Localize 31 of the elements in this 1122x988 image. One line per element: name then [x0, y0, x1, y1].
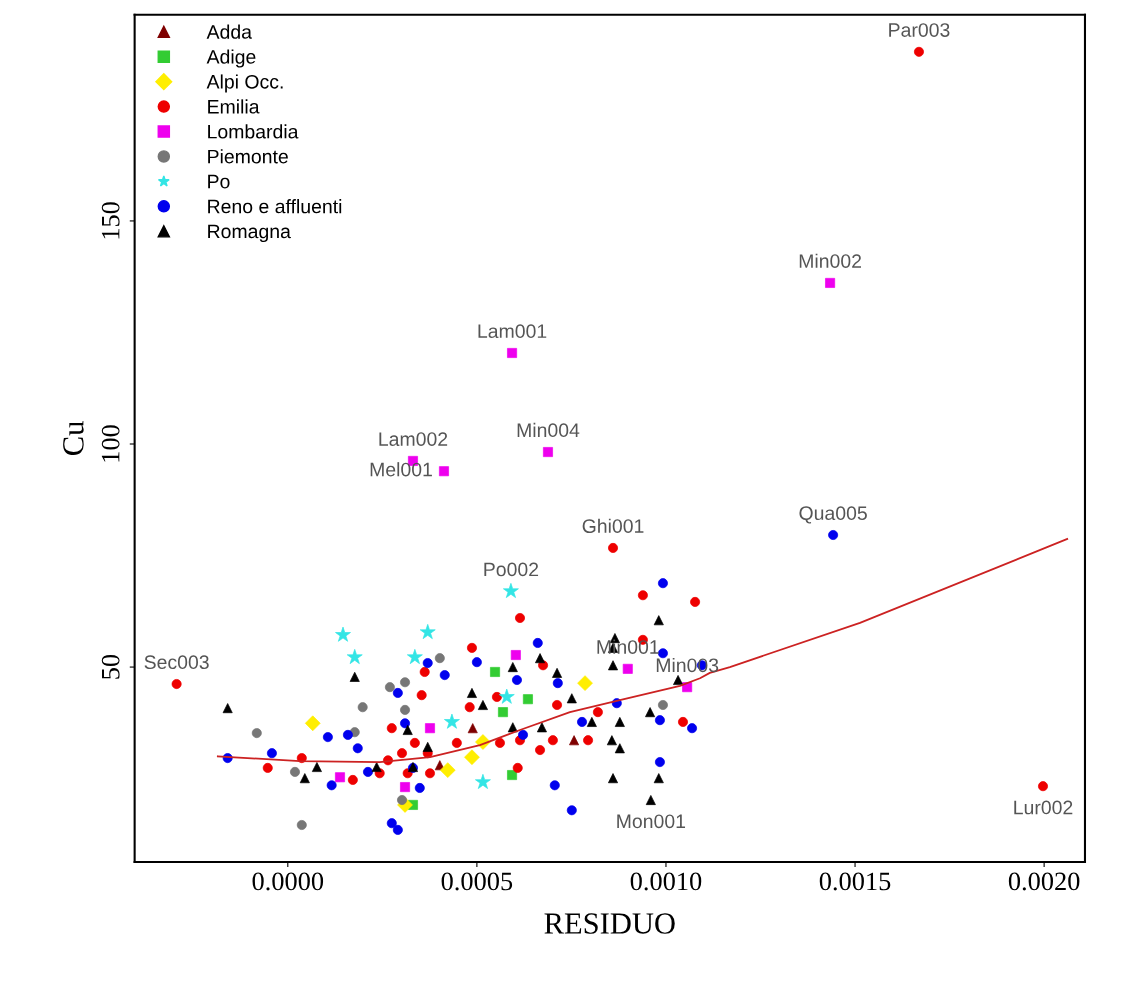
- x-axis-title: RESIDUO: [544, 913, 675, 934]
- annotation: Po002: [484, 562, 539, 577]
- annotation: Min002: [799, 253, 861, 268]
- legend-label: Alpi Occ.: [206, 74, 283, 93]
- legend-label: Romagna: [208, 224, 291, 243]
- y-axis-title: Cu: [63, 421, 84, 455]
- legend-label: Piemonte: [208, 149, 288, 164]
- legend-label: Lombardia: [208, 124, 299, 139]
- legend-label: Po: [208, 174, 230, 189]
- legend-label: Reno e affluenti: [208, 199, 342, 214]
- annotation: Qua005: [799, 506, 867, 524]
- annotation: Mel001: [370, 462, 432, 477]
- annotation: Min004: [517, 422, 580, 438]
- annotation: Ghi001: [582, 518, 644, 533]
- x-tick-label: 0.0015: [819, 872, 891, 891]
- x-tick-label: 0.0000: [252, 872, 324, 891]
- x-tick-label: 0.0005: [441, 872, 513, 891]
- y-tick-label: 100: [101, 425, 120, 462]
- annotation: Mon001: [617, 814, 686, 829]
- annotation: Lur002: [1014, 800, 1073, 815]
- legend-label: Adda: [206, 24, 252, 39]
- x-tick-label: 0.0020: [1008, 872, 1080, 891]
- annotation: Sec003: [144, 655, 209, 670]
- annotation: Lam002: [379, 432, 448, 446]
- legend-label: Adige: [206, 49, 256, 68]
- legend-label: Emilia: [208, 99, 260, 114]
- annotation: Par003: [889, 23, 950, 37]
- x-tick-label: 0.0010: [630, 872, 702, 891]
- annotation: Lam001: [478, 324, 547, 339]
- y-tick-label: 150: [101, 202, 120, 239]
- y-tick-label: 50: [101, 654, 120, 679]
